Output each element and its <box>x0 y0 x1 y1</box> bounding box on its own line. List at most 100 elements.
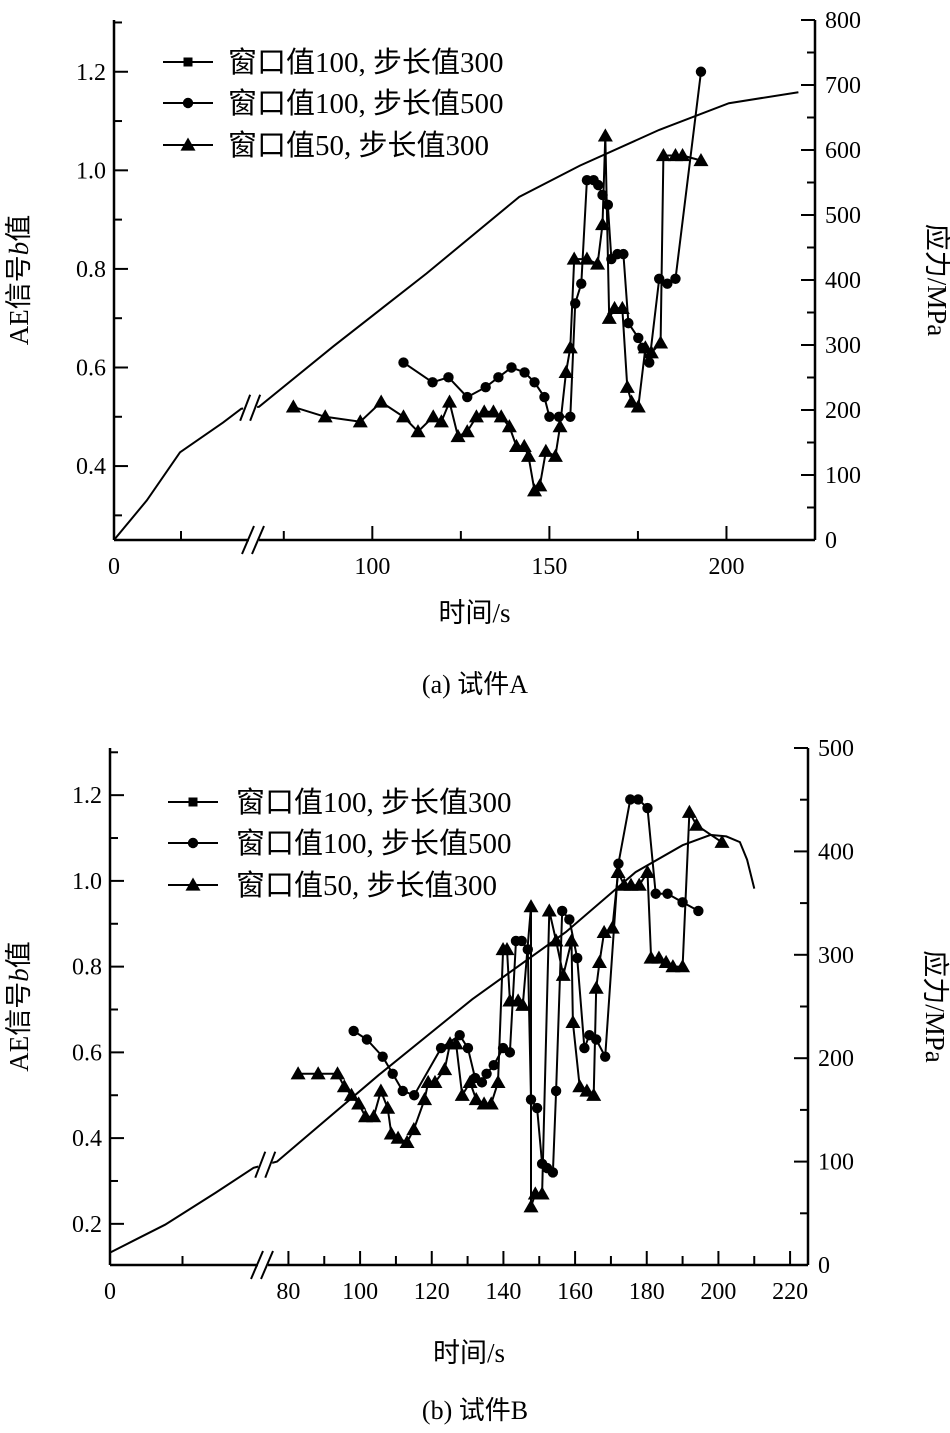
data-point-triangle <box>351 1096 367 1110</box>
y-tick-label: 0.8 <box>76 257 106 283</box>
data-point-triangle <box>395 409 411 423</box>
data-point-circle <box>408 1090 420 1101</box>
data-point-circle <box>443 372 454 383</box>
data-point-triangle <box>651 950 667 964</box>
data-point-triangle <box>566 251 582 265</box>
series-line <box>293 135 702 493</box>
chart-b: 0.2 0.4 0.6 0.8 1.0 1.2 0 100 200 300 400 500 0 80 100… <box>4 736 950 1368</box>
data-point-triangle <box>665 959 681 973</box>
data-point-circle <box>618 248 629 260</box>
data-point-triangle <box>490 1074 506 1089</box>
legend: 窗口值100, 步长值300 窗口值100, 步长值500 窗口值50, 步长值30… <box>168 786 512 902</box>
data-point-triangle <box>655 148 671 162</box>
data-point-circle <box>544 411 555 422</box>
data-point-triangle <box>343 1087 359 1101</box>
data-point-triangle <box>425 409 441 423</box>
data-point-circle <box>576 278 587 289</box>
data-point-circle <box>564 914 575 925</box>
data-point-triangle <box>485 404 501 418</box>
data-point-triangle <box>619 379 635 393</box>
y2-tick-label: 800 <box>825 8 861 34</box>
data-point-triangle <box>675 959 691 973</box>
y-axis-title-suffix: 值 <box>4 941 34 968</box>
data-point-triangle <box>310 1066 326 1080</box>
data-point-circle <box>550 1085 562 1097</box>
data-point-triangle <box>406 1122 422 1136</box>
data-point-triangle <box>493 409 509 423</box>
data-point-triangle <box>516 438 532 452</box>
y-tick-label: 0.4 <box>76 454 106 480</box>
data-point-triangle <box>468 409 484 423</box>
data-point-circle <box>662 278 673 289</box>
data-point-triangle <box>631 877 647 891</box>
data-point-circle <box>602 199 614 211</box>
axis-break-mark <box>260 1250 274 1280</box>
data-point-circle <box>650 888 661 899</box>
data-point-triangle <box>601 310 617 324</box>
data-point-triangle <box>336 1079 352 1093</box>
y2-tick-label: 400 <box>818 839 854 865</box>
data-point-triangle <box>714 834 730 848</box>
axis-break-mark <box>241 525 255 555</box>
data-point-triangle <box>330 1066 346 1080</box>
data-point-triangle <box>462 1074 478 1089</box>
data-point-triangle <box>558 364 574 379</box>
data-point-circle <box>623 317 634 329</box>
data-point-circle <box>506 362 517 373</box>
data-point-triangle <box>515 997 531 1011</box>
legend-label: 窗口值50, 步长值300 <box>236 869 497 902</box>
data-point-circle <box>462 391 473 403</box>
x-axis-title: 时间/s <box>433 1338 505 1368</box>
data-point-circle <box>348 1025 359 1037</box>
data-point-circle <box>519 367 530 378</box>
data-point-circle <box>398 357 409 368</box>
data-point-triangle <box>483 1096 499 1110</box>
y2-tick-label: 700 <box>825 73 861 99</box>
y-axis-title: AE信号b值 <box>4 941 34 1072</box>
x-tick-label: 100 <box>354 554 390 580</box>
chart-a: 0.4 0.6 0.8 1.0 1.2 0 100 200 300 400 500 600 700 800… <box>4 8 950 628</box>
axis-break-mark <box>251 525 265 555</box>
y-tick-label: 0.6 <box>72 1040 102 1066</box>
data-point-triangle <box>541 903 557 917</box>
legend-marker-triangle <box>185 877 201 891</box>
data-point-circle <box>516 935 527 947</box>
curve-break-mark <box>239 394 252 422</box>
data-point-triangle <box>562 340 578 354</box>
data-point-triangle <box>579 251 595 265</box>
x-tick-label: 220 <box>772 1279 808 1305</box>
caption-b: (b) 试件B <box>421 1396 529 1425</box>
data-point-circle <box>591 1034 602 1045</box>
x-tick-label: 200 <box>708 554 744 580</box>
data-point-triangle <box>624 394 640 408</box>
data-point-circle <box>481 1068 492 1080</box>
x-tick-label: 120 <box>414 1279 450 1305</box>
x-tick-label: 0 <box>104 1279 116 1305</box>
data-point-triangle <box>597 128 613 142</box>
y2-tick-label: 200 <box>818 1046 854 1072</box>
data-point-triangle <box>366 1109 382 1123</box>
data-point-circle <box>454 1030 465 1041</box>
data-point-triangle <box>538 443 554 457</box>
data-point-circle <box>572 952 583 964</box>
data-point-triangle <box>317 409 333 423</box>
data-point-triangle <box>399 1134 415 1149</box>
data-point-triangle <box>448 1036 464 1050</box>
data-point-triangle <box>675 148 691 162</box>
curve-break-mark <box>249 394 262 422</box>
data-point-circle <box>547 1167 559 1178</box>
y-tick-label: 0.2 <box>72 1212 102 1238</box>
data-point-triangle <box>555 967 571 981</box>
data-point-circle <box>613 858 624 869</box>
x-tick-label: 100 <box>342 1279 378 1305</box>
data-point-circle <box>644 357 655 368</box>
legend-marker-circle <box>187 837 199 849</box>
data-point-triangle <box>290 1066 306 1080</box>
y2-tick-label: 0 <box>825 528 837 554</box>
stress-curve <box>113 91 799 541</box>
y2-tick-label: 600 <box>825 138 861 164</box>
data-point-triangle <box>433 414 449 428</box>
y-axis-title-italic: b <box>4 968 34 982</box>
data-point-triangle <box>523 899 539 913</box>
legend: 窗口值100, 步长值300 窗口值100, 步长值500 窗口值50, 步长值30… <box>163 46 504 162</box>
